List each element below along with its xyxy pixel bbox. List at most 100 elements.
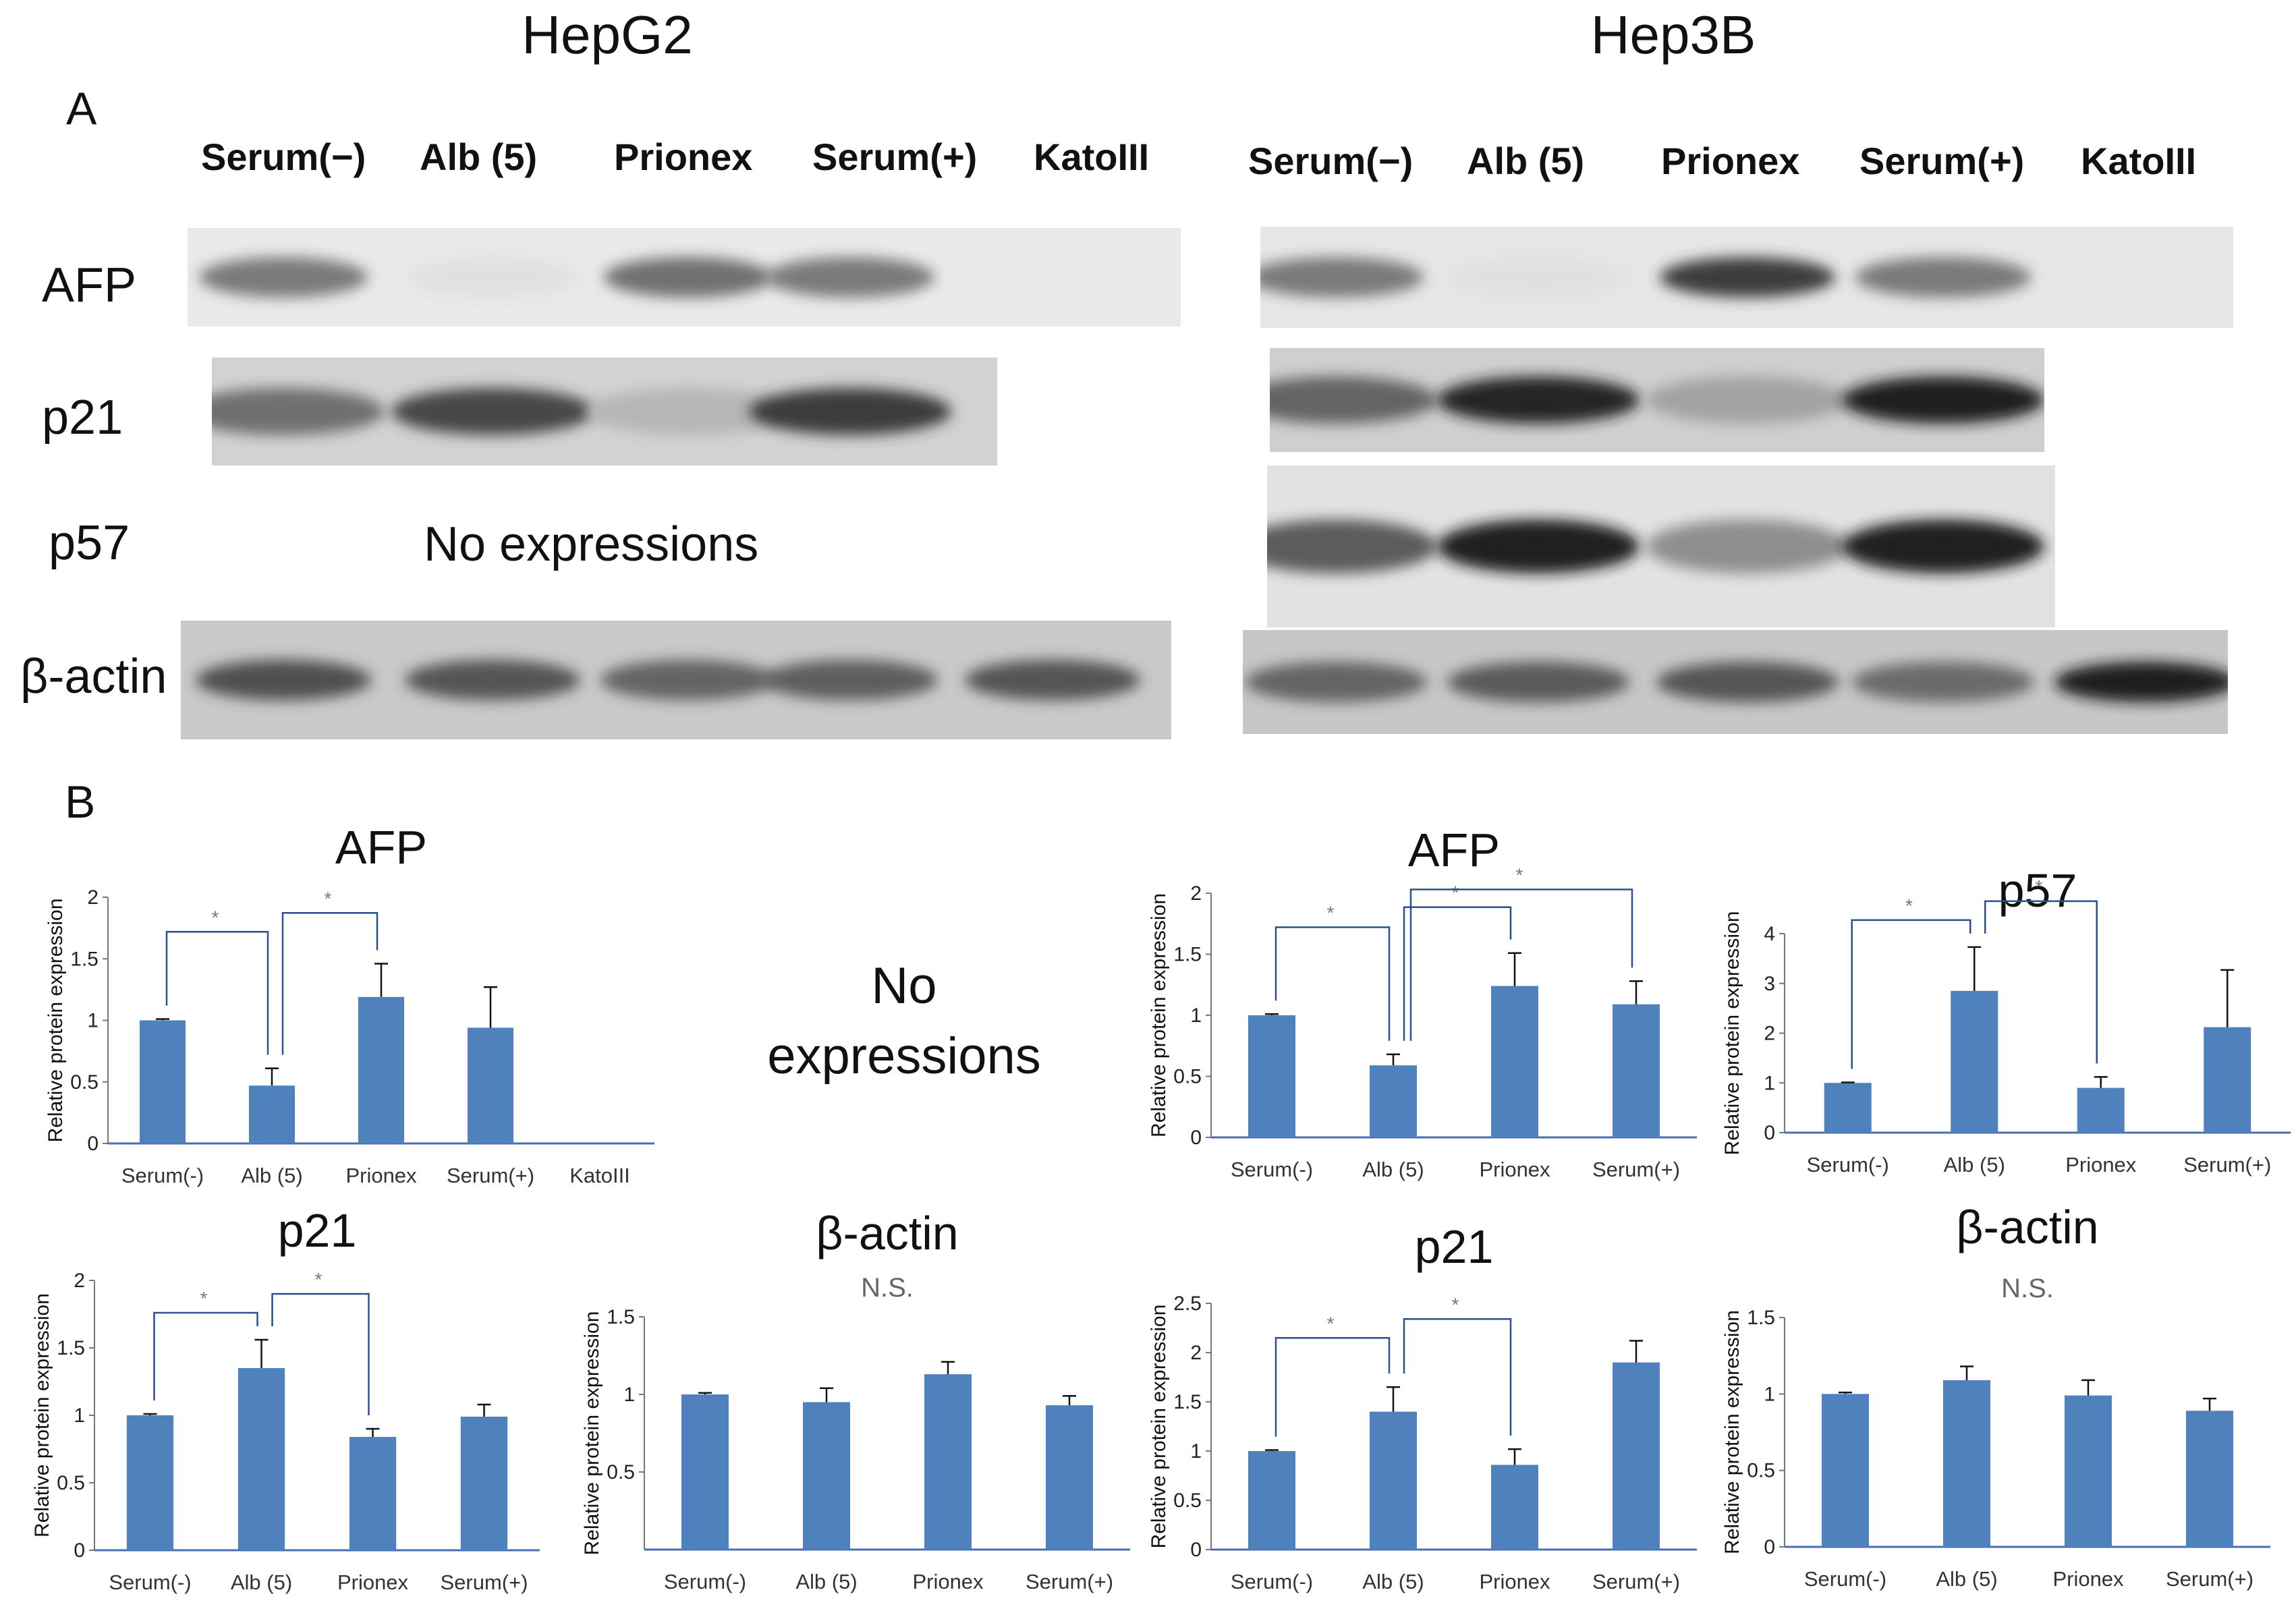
hep3b-lane-serum-neg: Serum(−) — [1248, 140, 1413, 182]
y-tick-label: 2 — [1190, 1342, 1202, 1364]
blot-band — [600, 660, 776, 700]
row-label-afp: AFP — [42, 258, 137, 312]
blot-band — [199, 257, 368, 298]
bar — [467, 1027, 514, 1143]
bar — [248, 1085, 296, 1143]
y-tick-label: 0 — [74, 1539, 85, 1562]
x-category-label: Prionex — [1479, 1570, 1550, 1593]
ns-annotation: N.S. — [2001, 1274, 2054, 1303]
significance-bracket — [153, 1311, 258, 1400]
x-category-label: Prionex — [2065, 1153, 2137, 1177]
chart-title: p21 — [278, 1204, 357, 1257]
no-expressions-line-1: No — [871, 957, 937, 1015]
y-tick-label: 0.5 — [1173, 1066, 1202, 1088]
blot-band — [391, 388, 594, 435]
hepg2-title: HepG2 — [522, 5, 693, 65]
bar — [1370, 1411, 1417, 1550]
y-tick-label: 1.5 — [1747, 1307, 1775, 1329]
y-tick-label: 4 — [1764, 923, 1775, 945]
y-axis-label: Relative protein expression — [1721, 1310, 1743, 1554]
y-tick-label: 1.5 — [70, 948, 99, 970]
bar — [1613, 1362, 1660, 1550]
x-category-label: Serum(+) — [1026, 1570, 1113, 1593]
x-category-label: Alb (5) — [1362, 1158, 1424, 1181]
x-category-label: Serum(+) — [2183, 1153, 2271, 1177]
x-category-label: Serum(+) — [440, 1570, 528, 1594]
y-tick-label: 0 — [1190, 1539, 1202, 1561]
blot-band — [196, 660, 371, 700]
row-label-p21: p21 — [42, 391, 123, 445]
y-tick-label: 1 — [1764, 1072, 1775, 1094]
bar — [803, 1402, 850, 1550]
chart-title: AFP — [335, 821, 427, 874]
blot-band — [408, 257, 577, 298]
blot-hep3b-bactin — [1243, 630, 2228, 734]
bar — [2186, 1411, 2233, 1547]
significance-star: * — [2036, 876, 2043, 897]
significance-bracket — [281, 912, 379, 1055]
y-tick-label: 1 — [1764, 1383, 1775, 1405]
bar — [1248, 1015, 1295, 1137]
blot-band — [1447, 662, 1629, 702]
x-category-label: Serum(-) — [109, 1570, 191, 1594]
bar — [1943, 1380, 1990, 1547]
bar — [460, 1417, 508, 1550]
blot-band — [1267, 519, 1437, 573]
hep3b-lane-katoiii: KatoIII — [2081, 140, 2197, 182]
significance-bracket — [1409, 888, 1633, 1041]
significance-star: * — [200, 1288, 208, 1309]
y-tick-label: 0 — [1764, 1536, 1775, 1558]
y-axis-label: Relative protein expression — [1148, 1305, 1170, 1549]
no-expressions-line-2: expressions — [767, 1027, 1041, 1085]
bar — [2077, 1087, 2125, 1133]
bar — [1370, 1065, 1417, 1137]
significance-bracket — [165, 931, 269, 1055]
blot-hepg2-p21 — [212, 358, 997, 465]
x-category-label: Serum(+) — [1592, 1158, 1680, 1181]
blot-band — [1437, 376, 1640, 424]
significance-star: * — [1452, 882, 1459, 903]
y-tick-label: 2 — [1190, 882, 1202, 905]
blot-band — [1842, 376, 2044, 424]
blot-band — [762, 660, 938, 700]
bar — [349, 1437, 397, 1550]
blot-band — [1842, 519, 2044, 573]
x-category-label: Serum(-) — [1231, 1158, 1313, 1181]
y-tick-label: 0.5 — [607, 1461, 635, 1483]
hep3b-lane-alb5: Alb (5) — [1467, 140, 1585, 182]
y-tick-label: 0 — [1190, 1127, 1202, 1149]
y-tick-label: 2 — [74, 1270, 85, 1292]
y-tick-label: 3 — [1764, 973, 1775, 995]
y-tick-label: 1.5 — [1173, 1391, 1202, 1413]
y-axis-label: Relative protein expression — [45, 899, 67, 1143]
chart-title: AFP — [1408, 824, 1500, 876]
significance-bracket — [1984, 900, 2098, 1064]
chart-title: β-actin — [816, 1207, 958, 1259]
blot-band — [1437, 519, 1640, 573]
x-category-label: Alb (5) — [241, 1164, 302, 1187]
chart-title: p21 — [1415, 1220, 1494, 1273]
hepg2-lane-serum-pos: Serum(+) — [812, 136, 978, 178]
bar — [2065, 1395, 2112, 1547]
significance-bracket — [1275, 926, 1391, 1041]
bar — [139, 1020, 186, 1143]
y-axis-label: Relative protein expression — [1721, 911, 1743, 1156]
blot-hepg2-bactin — [181, 621, 1171, 739]
bar — [1046, 1405, 1093, 1550]
x-category-label: Serum(+) — [447, 1164, 534, 1187]
significance-star: * — [1327, 903, 1335, 924]
y-tick-label: 2.5 — [1173, 1293, 1202, 1315]
x-category-label: Prionex — [345, 1164, 417, 1187]
row-label-beta-actin: β-actin — [20, 650, 167, 704]
significance-bracket — [1851, 919, 1971, 1069]
x-category-label: Serum(-) — [121, 1164, 204, 1187]
blot-band — [965, 660, 1140, 700]
blot-band — [1852, 662, 2034, 702]
blot-band — [604, 257, 773, 298]
x-category-label: Serum(-) — [1807, 1153, 1889, 1177]
significance-star: * — [212, 907, 219, 928]
